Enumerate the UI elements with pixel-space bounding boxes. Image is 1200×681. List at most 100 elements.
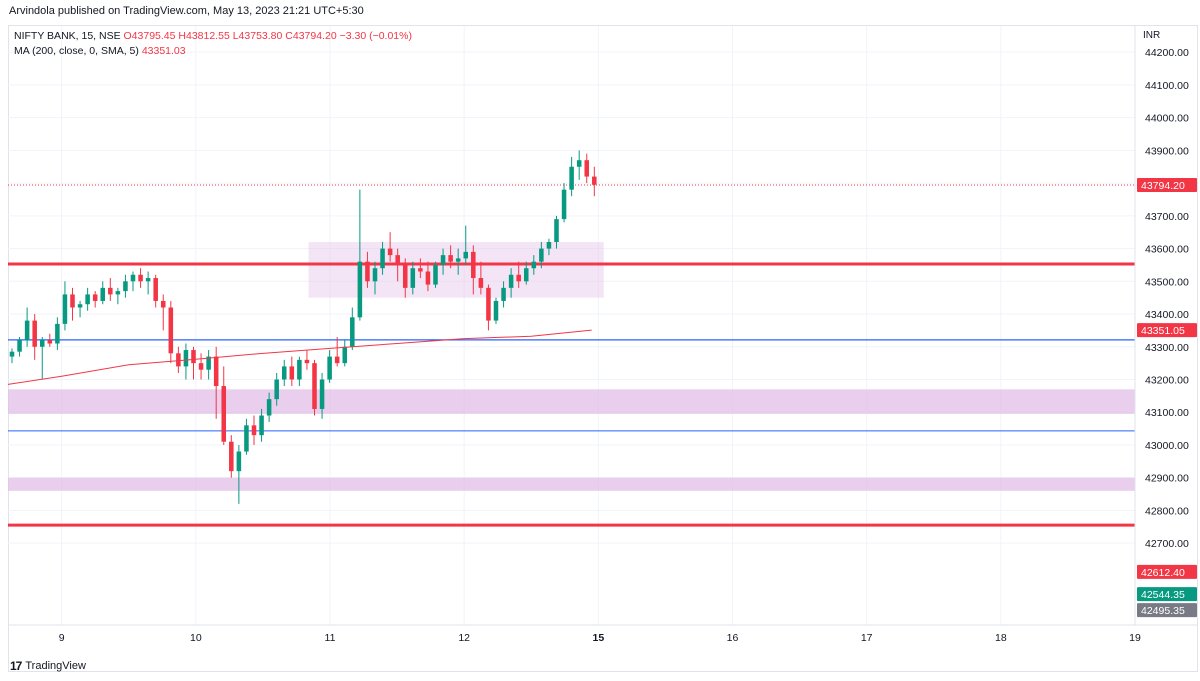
highlight-zone bbox=[8, 389, 1135, 414]
candle-body bbox=[39, 340, 45, 347]
candle-body bbox=[289, 366, 295, 380]
price-badge bbox=[1137, 587, 1197, 602]
candle-body bbox=[100, 287, 106, 301]
y-tick-label: 42900.00 bbox=[1145, 473, 1189, 485]
y-tick-label: 43200.00 bbox=[1145, 375, 1189, 387]
y-tick-label: 44200.00 bbox=[1145, 47, 1189, 59]
candle-body bbox=[85, 294, 90, 305]
price-badge bbox=[1137, 603, 1197, 618]
candle-body bbox=[372, 268, 378, 282]
candle-body bbox=[153, 278, 158, 301]
candle-body bbox=[486, 287, 491, 321]
ma-legend: MA (200, close, 0, SMA, 5) 43351.03 bbox=[14, 45, 186, 57]
symbol-legend: NIFTY BANK, 15, NSE O43795.45 H43812.55 … bbox=[14, 30, 412, 42]
candle-body bbox=[77, 304, 83, 308]
candle-body bbox=[508, 274, 514, 288]
candle-body bbox=[539, 248, 544, 262]
candle-body bbox=[168, 307, 174, 354]
y-tick-label: 44000.00 bbox=[1145, 113, 1189, 125]
candle-body bbox=[402, 264, 408, 288]
candle-body bbox=[259, 415, 264, 436]
x-tick-label: 15 bbox=[592, 632, 604, 644]
legend-change: −3.30 (−0.01%) bbox=[339, 30, 412, 42]
candle-body bbox=[365, 261, 370, 282]
candlestick-chart[interactable]: 42700.00 42800.00 42900.00 43000.00 43100.00… bbox=[8, 25, 1198, 672]
candle-body bbox=[576, 160, 582, 167]
y-tick-label: 43500.00 bbox=[1145, 276, 1189, 288]
candle-body bbox=[92, 294, 98, 301]
moving-average-line bbox=[8, 329, 592, 385]
candle-body bbox=[463, 251, 469, 259]
price-badge bbox=[1137, 323, 1197, 338]
candle-body bbox=[236, 451, 242, 472]
candle-body bbox=[350, 317, 355, 347]
x-tick-label: 17 bbox=[861, 632, 873, 644]
y-tick-label: 43100.00 bbox=[1145, 407, 1189, 419]
candle-body bbox=[17, 340, 22, 352]
candle-body bbox=[380, 248, 385, 269]
y-tick-label: 43400.00 bbox=[1145, 309, 1189, 321]
candle-body bbox=[251, 425, 257, 436]
candle-body bbox=[334, 356, 340, 364]
price-badge-label: 42495.35 bbox=[1141, 605, 1185, 617]
legend-open: O43795.45 bbox=[123, 30, 176, 42]
candle-body bbox=[206, 356, 211, 370]
candle-body bbox=[433, 264, 438, 285]
currency-label: INR bbox=[1143, 30, 1161, 41]
candle-body bbox=[319, 379, 325, 409]
y-tick-label: 44100.00 bbox=[1145, 80, 1189, 92]
price-badge-label: 42544.35 bbox=[1141, 589, 1185, 601]
candle-body bbox=[418, 268, 423, 272]
candle-body bbox=[569, 166, 574, 190]
legend-low: L43753.80 bbox=[232, 30, 283, 42]
legend-high: H43812.55 bbox=[178, 30, 230, 42]
candle-body bbox=[523, 268, 529, 282]
x-tick-label: 16 bbox=[727, 632, 739, 644]
candle-body bbox=[342, 346, 348, 364]
candle-body bbox=[229, 441, 234, 472]
candle-body bbox=[274, 379, 279, 400]
price-badge bbox=[1137, 178, 1197, 193]
candle-body bbox=[584, 160, 590, 177]
candle-body bbox=[395, 255, 400, 265]
candle-body bbox=[244, 425, 249, 452]
x-tick-label: 9 bbox=[59, 632, 65, 644]
price-badge-label: 42612.40 bbox=[1141, 567, 1185, 579]
candle-body bbox=[9, 351, 15, 357]
y-tick-label: 42700.00 bbox=[1145, 538, 1189, 550]
x-tick-label: 10 bbox=[190, 632, 202, 644]
candle-body bbox=[387, 248, 393, 256]
candle-body bbox=[213, 356, 219, 387]
candle-body bbox=[297, 359, 302, 380]
candle-body bbox=[123, 281, 128, 292]
candle-body bbox=[493, 300, 499, 321]
tradingview-logo-icon: 17 bbox=[10, 659, 22, 673]
candle-body bbox=[501, 287, 506, 301]
candle-body bbox=[561, 189, 567, 220]
y-tick-label: 43900.00 bbox=[1145, 145, 1189, 157]
candle-body bbox=[592, 176, 597, 185]
candle-body bbox=[425, 271, 431, 285]
y-tick-label: 43600.00 bbox=[1145, 244, 1189, 256]
candle-body bbox=[327, 356, 332, 380]
price-badge-label: 43351.05 bbox=[1141, 325, 1185, 337]
candle-body bbox=[138, 274, 143, 282]
price-badge bbox=[1137, 564, 1197, 579]
y-tick-label: 43300.00 bbox=[1145, 342, 1189, 354]
candle-body bbox=[455, 258, 461, 262]
candle-body bbox=[554, 219, 559, 243]
candle-body bbox=[516, 274, 521, 282]
y-tick-label: 43700.00 bbox=[1145, 211, 1189, 223]
candle-body bbox=[531, 261, 537, 269]
candle-body bbox=[440, 255, 446, 265]
footer: 17 TradingView bbox=[10, 659, 86, 673]
ma-value: 43351.03 bbox=[141, 45, 186, 57]
candle-body bbox=[160, 300, 166, 308]
chart-frame bbox=[8, 25, 1198, 672]
footer-brand: TradingView bbox=[25, 660, 86, 672]
candle-body bbox=[176, 353, 181, 367]
x-tick-label: 19 bbox=[1129, 632, 1141, 644]
candle-body bbox=[478, 278, 484, 288]
candle-body bbox=[266, 399, 272, 416]
candle-body bbox=[70, 294, 75, 308]
